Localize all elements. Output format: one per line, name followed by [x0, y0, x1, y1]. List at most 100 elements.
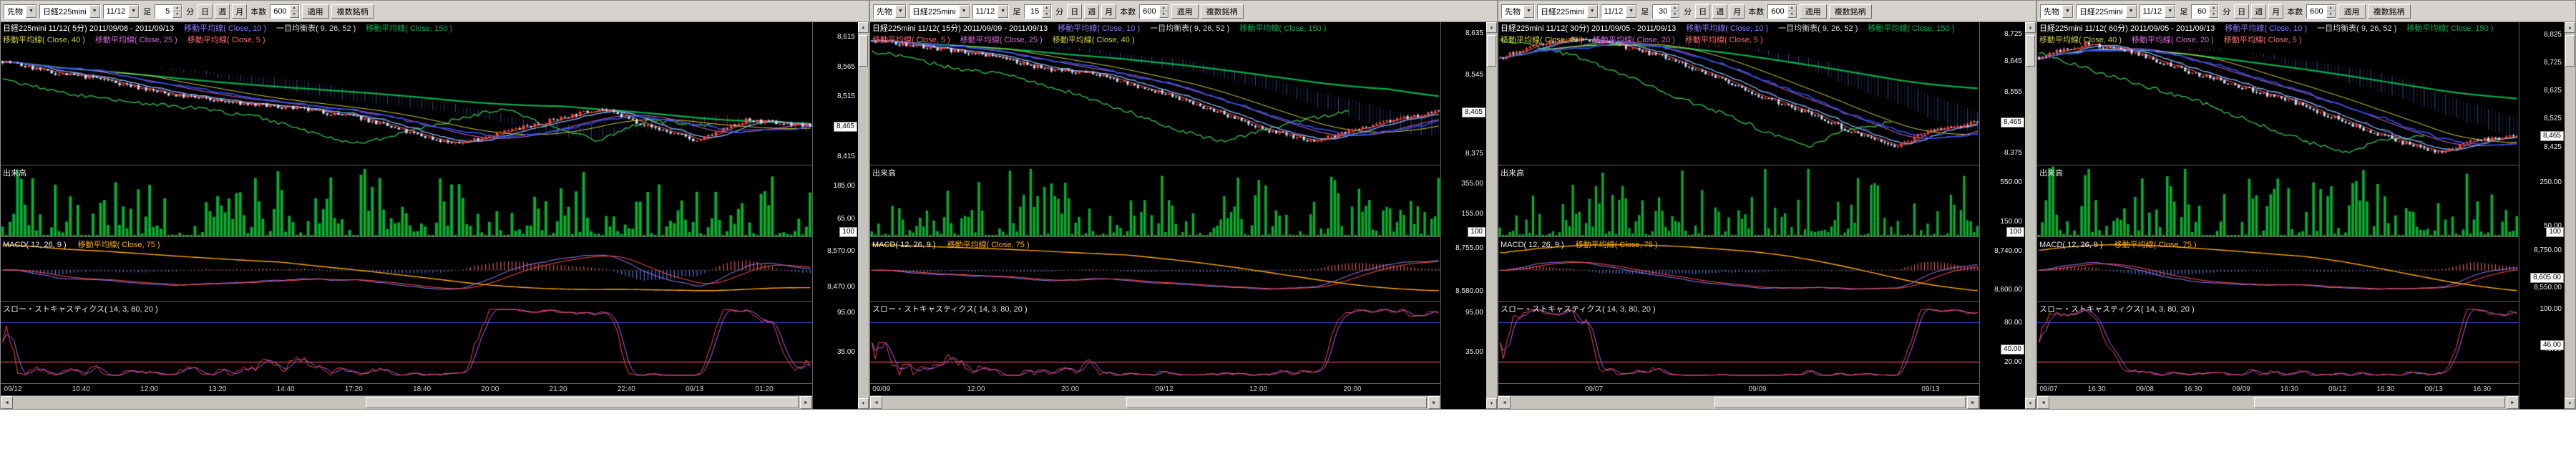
- spin-up-icon[interactable]: ▲: [1042, 5, 1051, 11]
- scroll-up-button[interactable]: ▲: [2565, 22, 2575, 33]
- instrument-category-select[interactable]: 先物 ▼: [4, 4, 37, 19]
- h-scrollbar[interactable]: ◄ ►: [1, 396, 812, 409]
- h-scroll-thumb[interactable]: [1126, 397, 1427, 408]
- multi-symbol-button[interactable]: 複数銘柄: [331, 4, 374, 19]
- h-scrollbar[interactable]: ◄ ►: [870, 396, 1440, 409]
- period-month-button[interactable]: 月: [1101, 4, 1116, 19]
- v-scroll-thumb[interactable]: [2026, 35, 2035, 67]
- h-scroll-track[interactable]: [882, 396, 1428, 409]
- bar-count-input[interactable]: 600 ▲▼: [1767, 4, 1797, 19]
- spin-up-icon[interactable]: ▲: [172, 5, 182, 11]
- timeframe-input[interactable]: 15 ▲▼: [1024, 4, 1052, 19]
- timeframe-input[interactable]: 5 ▲▼: [155, 4, 182, 19]
- timeframe-spinner[interactable]: ▲▼: [172, 5, 182, 18]
- period-week-button[interactable]: 週: [215, 4, 230, 19]
- h-scrollbar[interactable]: ◄ ►: [2037, 396, 2519, 409]
- period-month-button[interactable]: 月: [1729, 4, 1745, 19]
- h-scroll-thumb[interactable]: [366, 397, 799, 408]
- spin-down-icon[interactable]: ▼: [1787, 11, 1797, 18]
- v-scrollbar[interactable]: ▲ ▼: [1486, 22, 1497, 409]
- v-scroll-track[interactable]: [2565, 33, 2575, 398]
- contract-month-select[interactable]: 11/12 ▼: [2140, 4, 2177, 19]
- bar-count-spinner[interactable]: ▲▼: [2326, 5, 2336, 18]
- period-day-button[interactable]: 日: [197, 4, 213, 19]
- v-scrollbar[interactable]: ▲ ▼: [858, 22, 869, 409]
- apply-button[interactable]: 適用: [302, 4, 329, 19]
- bar-count-input[interactable]: 600 ▲▼: [1139, 4, 1169, 19]
- spin-up-icon[interactable]: ▲: [2326, 5, 2336, 11]
- bar-count-input[interactable]: 600 ▲▼: [2306, 4, 2336, 19]
- volume-chart-canvas[interactable]: [1498, 165, 1979, 236]
- scroll-right-button[interactable]: ►: [1967, 396, 1979, 409]
- timeframe-spinner[interactable]: ▲▼: [2209, 5, 2218, 18]
- period-day-button[interactable]: 日: [1067, 4, 1082, 19]
- period-week-button[interactable]: 週: [1712, 4, 1727, 19]
- h-scroll-track[interactable]: [1511, 396, 1967, 409]
- spin-down-icon[interactable]: ▼: [1042, 11, 1051, 18]
- scroll-up-button[interactable]: ▲: [858, 22, 869, 33]
- bar-count-spinner[interactable]: ▲▼: [290, 5, 299, 18]
- spin-up-icon[interactable]: ▲: [1159, 5, 1169, 11]
- scroll-right-button[interactable]: ►: [2507, 396, 2519, 409]
- v-scroll-track[interactable]: [858, 33, 869, 398]
- timeframe-spinner[interactable]: ▲▼: [1670, 5, 1679, 18]
- scroll-up-button[interactable]: ▲: [1486, 22, 1497, 33]
- spin-down-icon[interactable]: ▼: [1670, 11, 1679, 18]
- period-day-button[interactable]: 日: [2234, 4, 2249, 19]
- v-scroll-thumb[interactable]: [859, 35, 868, 67]
- contract-month-select[interactable]: 11/12 ▼: [972, 4, 1010, 19]
- instrument-category-select[interactable]: 先物 ▼: [1501, 4, 1535, 19]
- spin-down-icon[interactable]: ▼: [290, 11, 299, 18]
- symbol-select[interactable]: 日経225mini ▼: [2076, 4, 2137, 19]
- h-scroll-thumb[interactable]: [2254, 397, 2505, 408]
- spin-up-icon[interactable]: ▲: [1787, 5, 1797, 11]
- h-scroll-thumb[interactable]: [1714, 397, 1966, 408]
- multi-symbol-button[interactable]: 複数銘柄: [1201, 4, 1244, 19]
- scroll-right-button[interactable]: ►: [1428, 396, 1440, 409]
- period-month-button[interactable]: 月: [2268, 4, 2283, 19]
- period-day-button[interactable]: 日: [1695, 4, 1710, 19]
- scroll-left-button[interactable]: ◄: [2037, 396, 2049, 409]
- instrument-category-select[interactable]: 先物 ▼: [873, 4, 907, 19]
- symbol-select[interactable]: 日経225mini ▼: [909, 4, 970, 19]
- bar-count-input[interactable]: 600 ▲▼: [270, 4, 299, 19]
- timeframe-spinner[interactable]: ▲▼: [1042, 5, 1051, 18]
- v-scroll-thumb[interactable]: [2565, 35, 2575, 67]
- timeframe-input[interactable]: 60 ▲▼: [2191, 4, 2219, 19]
- symbol-select[interactable]: 日経225mini ▼: [1537, 4, 1599, 19]
- v-scrollbar[interactable]: ▲ ▼: [2565, 22, 2575, 409]
- scroll-left-button[interactable]: ◄: [1498, 396, 1511, 409]
- v-scroll-thumb[interactable]: [1487, 35, 1496, 67]
- h-scroll-track[interactable]: [2049, 396, 2507, 409]
- spin-up-icon[interactable]: ▲: [2209, 5, 2218, 11]
- apply-button[interactable]: 適用: [2338, 4, 2366, 19]
- period-month-button[interactable]: 月: [232, 4, 247, 19]
- period-week-button[interactable]: 週: [2251, 4, 2266, 19]
- multi-symbol-button[interactable]: 複数銘柄: [2368, 4, 2411, 19]
- volume-chart-canvas[interactable]: [1, 165, 812, 236]
- h-scrollbar[interactable]: ◄ ►: [1498, 396, 1979, 409]
- contract-month-select[interactable]: 11/12 ▼: [1601, 4, 1638, 19]
- scroll-right-button[interactable]: ►: [800, 396, 812, 409]
- spin-down-icon[interactable]: ▼: [1159, 11, 1169, 18]
- scroll-left-button[interactable]: ◄: [870, 396, 882, 409]
- scroll-left-button[interactable]: ◄: [1, 396, 13, 409]
- h-scroll-track[interactable]: [13, 396, 800, 409]
- spin-up-icon[interactable]: ▲: [290, 5, 299, 11]
- volume-chart-canvas[interactable]: [2037, 165, 2519, 236]
- spin-down-icon[interactable]: ▼: [2326, 11, 2336, 18]
- scroll-down-button[interactable]: ▼: [2025, 398, 2036, 409]
- contract-month-select[interactable]: 11/12 ▼: [103, 4, 140, 19]
- timeframe-input[interactable]: 30 ▲▼: [1652, 4, 1680, 19]
- period-week-button[interactable]: 週: [1084, 4, 1099, 19]
- bar-count-spinner[interactable]: ▲▼: [1787, 5, 1797, 18]
- multi-symbol-button[interactable]: 複数銘柄: [1829, 4, 1872, 19]
- v-scrollbar[interactable]: ▲ ▼: [2025, 22, 2036, 409]
- v-scroll-track[interactable]: [1486, 33, 1497, 398]
- spin-down-icon[interactable]: ▼: [2209, 11, 2218, 18]
- spin-up-icon[interactable]: ▲: [1670, 5, 1679, 11]
- scroll-up-button[interactable]: ▲: [2025, 22, 2036, 33]
- scroll-down-button[interactable]: ▼: [1486, 398, 1497, 409]
- spin-down-icon[interactable]: ▼: [172, 11, 182, 18]
- instrument-category-select[interactable]: 先物 ▼: [2040, 4, 2074, 19]
